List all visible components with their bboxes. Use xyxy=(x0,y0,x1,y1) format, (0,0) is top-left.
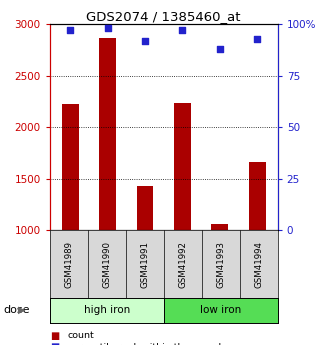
Bar xyxy=(62,104,79,230)
Bar xyxy=(174,102,191,230)
Point xyxy=(255,36,260,41)
Text: dose: dose xyxy=(3,305,30,315)
Bar xyxy=(137,186,153,230)
Text: GSM41993: GSM41993 xyxy=(216,240,225,288)
Bar xyxy=(211,224,228,230)
Text: GSM41992: GSM41992 xyxy=(178,240,187,288)
Text: high iron: high iron xyxy=(83,305,130,315)
Point xyxy=(143,38,148,43)
Text: ■: ■ xyxy=(50,331,59,341)
Point xyxy=(68,28,73,33)
Text: GSM41990: GSM41990 xyxy=(102,240,111,288)
Bar xyxy=(99,38,116,230)
Text: low iron: low iron xyxy=(200,305,241,315)
Point xyxy=(217,46,222,52)
Text: GSM41991: GSM41991 xyxy=(140,240,149,288)
Text: count: count xyxy=(67,331,94,340)
Text: ▶: ▶ xyxy=(18,305,25,315)
Text: percentile rank within the sample: percentile rank within the sample xyxy=(67,343,227,345)
Point xyxy=(105,26,110,31)
Text: ■: ■ xyxy=(50,343,59,345)
Bar xyxy=(249,162,265,230)
Text: GSM41994: GSM41994 xyxy=(254,240,263,288)
Text: GSM41989: GSM41989 xyxy=(64,240,73,288)
Point xyxy=(180,28,185,33)
Title: GDS2074 / 1385460_at: GDS2074 / 1385460_at xyxy=(86,10,241,23)
